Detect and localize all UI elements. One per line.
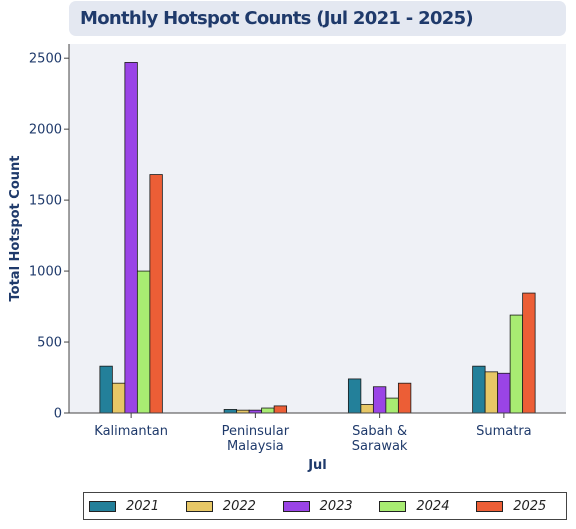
x-tick-label: Peninsular <box>222 424 290 439</box>
legend-label: 2023 <box>319 498 353 514</box>
bar <box>472 365 486 414</box>
legend-swatch <box>185 500 213 512</box>
bar <box>136 270 151 414</box>
bar <box>223 409 238 414</box>
bar <box>347 378 362 414</box>
x-axis-title: Jul <box>307 458 327 473</box>
legend-label: 2024 <box>416 498 450 514</box>
chart-title-box: Monthly Hotspot Counts (Jul 2021 - 2025) <box>69 1 566 36</box>
y-tick-label: 1000 <box>29 265 62 280</box>
y-tick-label: 500 <box>37 336 62 351</box>
bar <box>149 174 163 414</box>
y-tick-label: 2000 <box>29 123 62 138</box>
legend-label: 2022 <box>222 498 256 514</box>
bar <box>522 292 536 414</box>
x-tick-label: Sumatra <box>476 424 532 439</box>
bar <box>484 371 499 414</box>
bar <box>273 405 288 414</box>
legend-swatch <box>379 500 407 512</box>
legend-swatch <box>476 500 504 512</box>
x-tick-label: Sabah & <box>352 424 407 439</box>
bar <box>372 386 387 414</box>
y-tick-label: 2500 <box>29 52 62 67</box>
bar <box>261 407 275 414</box>
bar <box>111 382 126 414</box>
legend-item: 2022 <box>185 493 256 519</box>
legend-item: 2025 <box>476 493 546 519</box>
bar-chart: 0 500 1000 1500 2000 2500 Kalimantan Peninsular… <box>8 44 566 473</box>
legend-item: 2024 <box>379 493 449 519</box>
legend-item: 2023 <box>282 493 353 519</box>
legend-swatch <box>89 500 116 512</box>
bar <box>99 365 113 414</box>
chart-title: Monthly Hotspot Counts (Jul 2021 - 2025) <box>80 8 474 29</box>
bar <box>124 62 138 414</box>
legend-item: 2021 <box>89 493 159 519</box>
x-tick-label: Kalimantan <box>94 424 168 439</box>
y-axis-title: Total Hotspot Count <box>8 156 23 302</box>
bar <box>509 314 524 414</box>
legend-label: 2021 <box>126 498 160 514</box>
x-tick-label: Sarawak <box>352 439 408 454</box>
y-tick-label: 1500 <box>29 194 62 209</box>
bar <box>385 397 399 414</box>
bar <box>497 372 511 414</box>
legend-swatch <box>282 500 310 512</box>
bar <box>397 382 412 414</box>
y-tick-label: 0 <box>54 407 62 422</box>
x-tick-label: Malaysia <box>227 439 284 454</box>
chart-legend: 2021 2022 2023 2024 2025 <box>83 492 567 520</box>
legend-label: 2025 <box>513 498 547 514</box>
bar <box>360 404 374 414</box>
